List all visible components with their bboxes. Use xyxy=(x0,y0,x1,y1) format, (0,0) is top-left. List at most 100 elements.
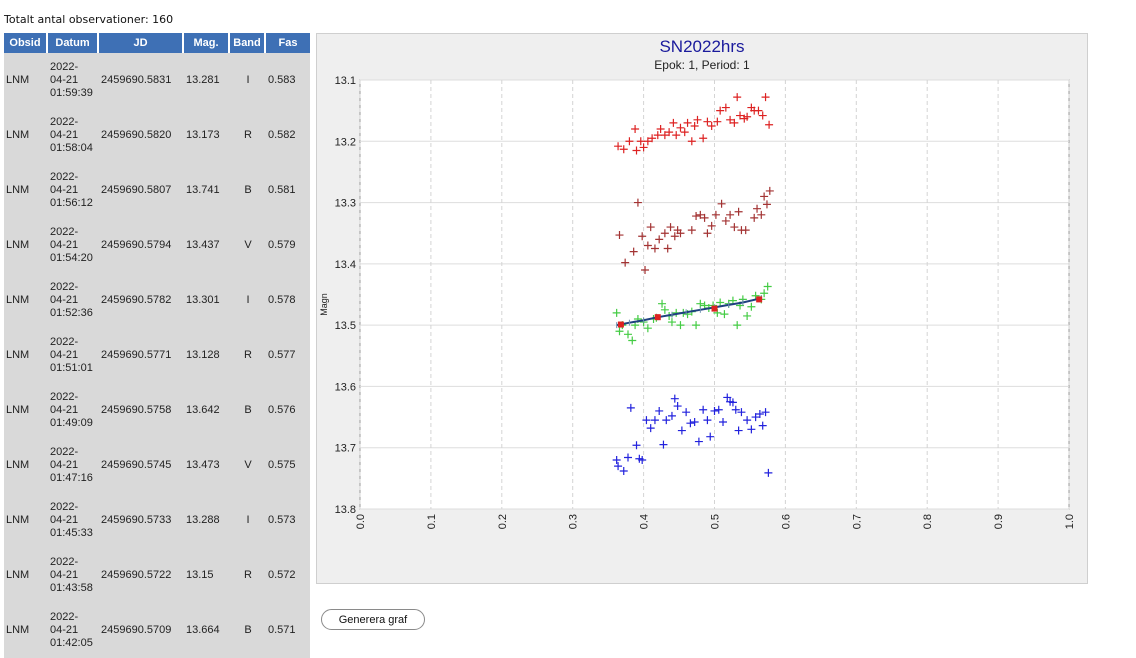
datum-part-md: 04-21 xyxy=(50,404,79,416)
column-header-mag[interactable]: Mag. xyxy=(184,33,230,53)
data-point-series-4 xyxy=(642,416,651,425)
cell-jd: 2459690.5733 xyxy=(99,493,184,548)
data-point-series-3 xyxy=(747,302,756,311)
data-point-series-3 xyxy=(667,318,676,327)
x-tick-label: 0.9 xyxy=(993,514,1005,529)
table-row: LNM 2022- 04-21 01:51:01 2459690.5771 13.128 R… xyxy=(4,328,310,383)
data-point-series-3 xyxy=(743,311,752,320)
data-point-series-2 xyxy=(643,241,652,250)
cell-band: V xyxy=(230,218,266,273)
data-point-series-2 xyxy=(660,229,669,238)
cell-fas: 0.571 xyxy=(266,603,310,658)
cell-obsid: LNM xyxy=(4,438,48,493)
cell-mag: 13.15 xyxy=(184,548,230,603)
data-point-series-2 xyxy=(711,210,720,219)
y-tick-label: 13.7 xyxy=(335,443,356,455)
data-point-series-4 xyxy=(638,455,647,464)
cell-jd: 2459690.5831 xyxy=(99,53,184,108)
datum-part-md: 04-21 xyxy=(50,239,79,251)
cell-band: R xyxy=(230,328,266,383)
cell-fas: 0.579 xyxy=(266,218,310,273)
data-point-series-4 xyxy=(667,411,676,420)
data-point-series-3 xyxy=(628,336,637,345)
data-point-series-1 xyxy=(676,123,685,132)
data-point-series-2 xyxy=(621,258,630,267)
cell-fas: 0.573 xyxy=(266,493,310,548)
datum-part-date: 2022- xyxy=(50,501,79,513)
data-point-series-4 xyxy=(632,441,641,450)
table-row: LNM 2022- 04-21 01:49:09 2459690.5758 13.642 B… xyxy=(4,383,310,438)
data-point-series-2 xyxy=(676,229,685,238)
cell-mag: 13.173 xyxy=(184,108,230,163)
cell-mag: 13.741 xyxy=(184,163,230,218)
cell-datum: 2022- 04-21 01:42:05 xyxy=(48,603,99,658)
data-point-series-2 xyxy=(721,216,730,225)
column-header-band[interactable]: Band xyxy=(230,33,266,53)
data-point-series-2 xyxy=(703,229,712,238)
generate-graph-button[interactable]: Generera graf xyxy=(321,609,425,630)
data-point-series-3 xyxy=(751,291,760,300)
datum-part-md: 04-21 xyxy=(50,569,79,581)
data-point-series-4 xyxy=(626,403,635,412)
table-row: LNM 2022- 04-21 01:47:16 2459690.5745 13.473 V… xyxy=(4,438,310,493)
datum-part-md: 04-21 xyxy=(50,624,79,636)
data-point-series-2 xyxy=(638,232,647,241)
data-point-series-2 xyxy=(757,210,766,219)
data-point-series-2 xyxy=(629,247,638,256)
data-point-series-3 xyxy=(733,321,742,330)
data-point-series-1 xyxy=(680,128,689,137)
cell-jd: 2459690.5771 xyxy=(99,328,184,383)
data-point-series-4 xyxy=(743,416,752,425)
datum-part-time: 01:56:12 xyxy=(50,197,93,209)
cell-datum: 2022- 04-21 01:43:58 xyxy=(48,548,99,603)
fit-anchor-point xyxy=(711,305,718,312)
datum-part-time: 01:42:05 xyxy=(50,637,93,649)
data-point-series-4 xyxy=(706,432,715,441)
datum-part-time: 01:51:01 xyxy=(50,362,93,374)
column-header-obsid[interactable]: Obsid xyxy=(4,33,48,53)
data-point-series-4 xyxy=(659,440,668,449)
fit-anchor-point xyxy=(756,296,763,303)
data-point-series-1 xyxy=(761,93,770,102)
data-point-series-3 xyxy=(643,324,652,333)
data-point-series-1 xyxy=(699,134,708,143)
cell-obsid: LNM xyxy=(4,603,48,658)
cell-fas: 0.583 xyxy=(266,53,310,108)
column-header-jd[interactable]: JD xyxy=(99,33,184,53)
light-curve-chart: SN2022hrs Epok: 1, Period: 1 13.1 13.2 13.3 1… xyxy=(316,33,1088,584)
data-point-series-1 xyxy=(703,117,712,126)
data-point-series-2 xyxy=(734,207,743,216)
data-point-series-4 xyxy=(655,406,664,415)
y-tick-label: 13.4 xyxy=(335,259,356,271)
cell-obsid: LNM xyxy=(4,218,48,273)
data-point-series-3 xyxy=(760,289,769,298)
data-point-series-4 xyxy=(686,419,695,428)
data-point-series-2 xyxy=(707,221,716,230)
data-point-series-2 xyxy=(650,244,659,253)
chart-title: SN2022hrs xyxy=(659,37,744,56)
data-point-series-1 xyxy=(665,128,674,137)
cell-fas: 0.577 xyxy=(266,328,310,383)
data-point-series-1 xyxy=(730,118,739,127)
datum-part-md: 04-21 xyxy=(50,514,79,526)
cell-mag: 13.664 xyxy=(184,603,230,658)
data-point-series-4 xyxy=(758,421,767,430)
data-point-series-1 xyxy=(726,115,735,124)
datum-part-date: 2022- xyxy=(50,391,79,403)
data-point-series-1 xyxy=(631,125,640,134)
table-row: LNM 2022- 04-21 01:43:58 2459690.5722 13.15 R 0… xyxy=(4,548,310,603)
data-point-series-1 xyxy=(733,93,742,102)
cell-band: I xyxy=(230,53,266,108)
cell-datum: 2022- 04-21 01:51:01 xyxy=(48,328,99,383)
cell-datum: 2022- 04-21 01:56:12 xyxy=(48,163,99,218)
data-point-series-2 xyxy=(760,192,769,201)
data-point-series-4 xyxy=(710,406,719,415)
data-point-series-1 xyxy=(656,125,665,134)
data-point-series-4 xyxy=(624,453,633,462)
data-point-series-4 xyxy=(703,416,712,425)
column-header-fas[interactable]: Fas xyxy=(266,33,310,53)
column-header-datum[interactable]: Datum xyxy=(48,33,99,53)
datum-part-md: 04-21 xyxy=(50,74,79,86)
datum-part-date: 2022- xyxy=(50,446,79,458)
cell-mag: 13.301 xyxy=(184,273,230,328)
